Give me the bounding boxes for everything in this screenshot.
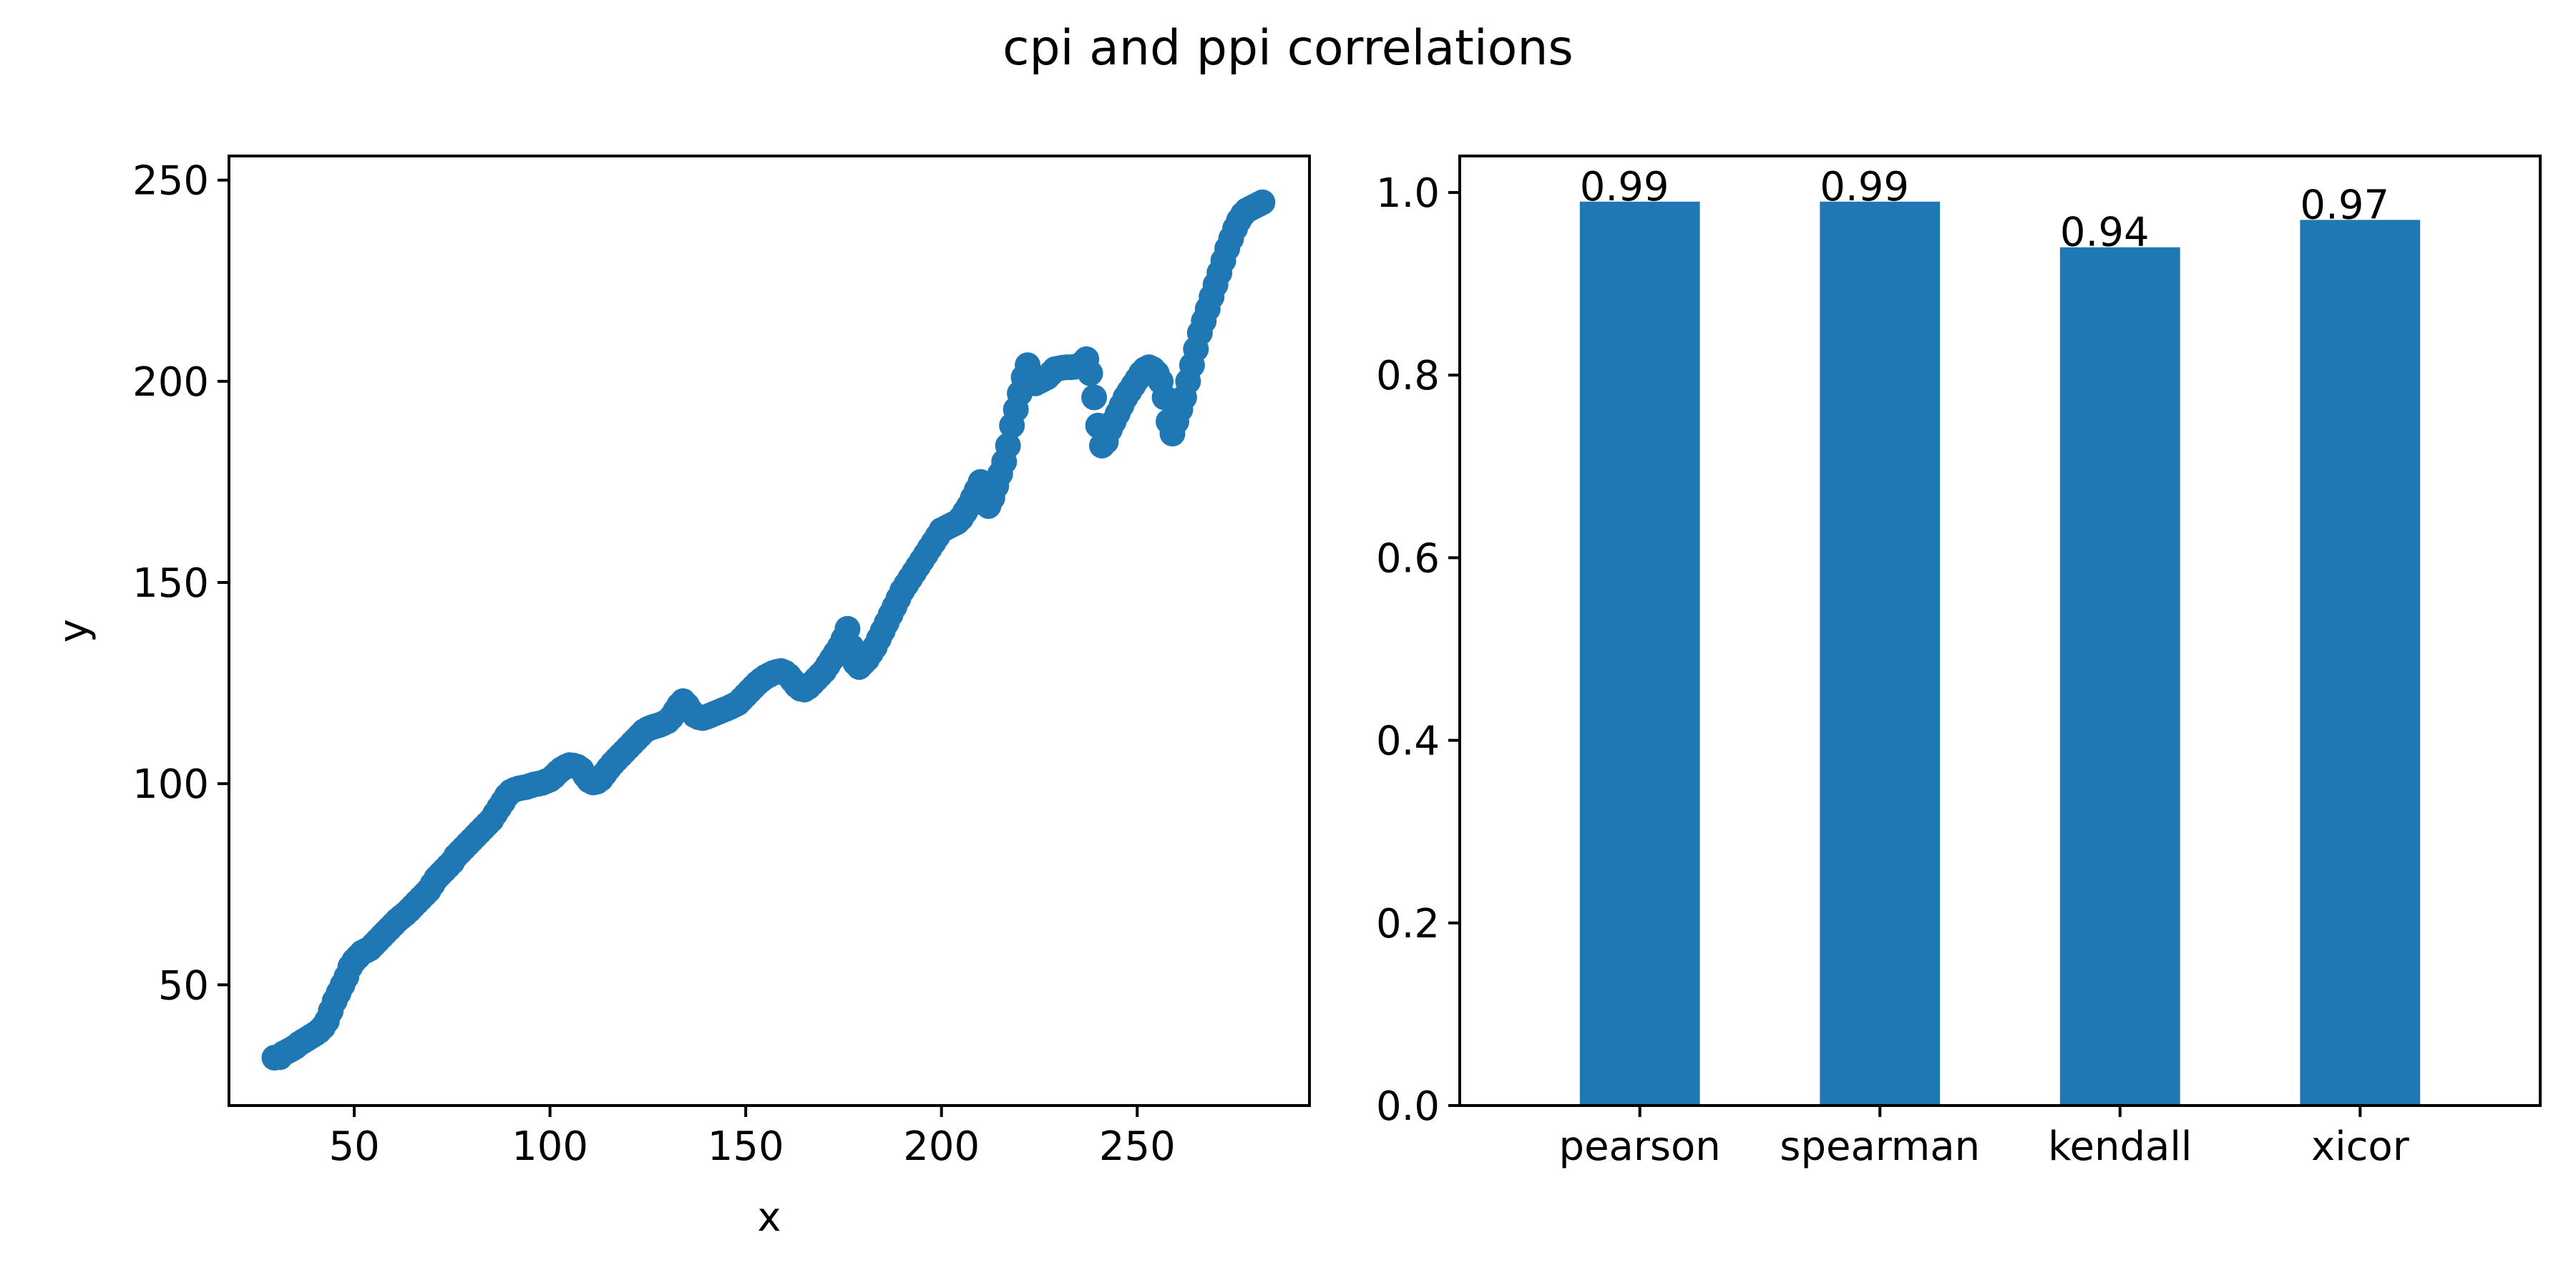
- bar-category-label: pearson: [1559, 1123, 1721, 1170]
- scatter-y-tick-label: 50: [158, 962, 209, 1009]
- scatter-y-axis-label: y: [51, 619, 97, 643]
- scatter-axes-frame: [228, 155, 1311, 1107]
- bar-value-label: 0.97: [2300, 182, 2389, 228]
- bar-pearson: [1579, 201, 1700, 1106]
- bar-y-tick-label: 0.6: [1376, 535, 1440, 582]
- scatter-x-tick-label: 250: [1099, 1123, 1176, 1170]
- bar-y-tick-label: 0.8: [1376, 353, 1440, 399]
- scatter-y-tick-label: 250: [132, 158, 209, 205]
- scatter-point: [1081, 384, 1108, 411]
- scatter-point: [1077, 360, 1103, 386]
- scatter-x-ticks: 50 100 150 200 250: [328, 1106, 1176, 1170]
- scatter-y-ticks: 50 100 150 200 250: [132, 158, 229, 1009]
- scatter-points: [261, 189, 1276, 1071]
- scatter-x-tick-label: 100: [512, 1123, 588, 1170]
- bar-value-label: 0.99: [1820, 164, 1909, 210]
- bar-y-tick-label: 0.2: [1376, 901, 1440, 947]
- bar-y-ticks: 0.0 0.2 0.4 0.6 0.8 1.0: [1376, 170, 1460, 1130]
- bar-value-label: 0.99: [1580, 164, 1669, 210]
- bar-panel: 0.99 0.99 0.94 0.97 pearson spearman kendall x…: [1376, 155, 2542, 1170]
- bar-axes-frame: [1458, 155, 2542, 1107]
- bar-spearman: [1820, 201, 1941, 1106]
- bar-y-tick-label: 1.0: [1376, 170, 1440, 217]
- scatter-y-tick-label: 100: [132, 761, 209, 808]
- figure-title: cpi and ppi correlations: [1002, 20, 1574, 77]
- bar-category-label: spearman: [1780, 1123, 1980, 1170]
- bar-y-tick-label: 0.0: [1376, 1083, 1440, 1130]
- scatter-point: [1249, 189, 1276, 215]
- scatter-y-tick-label: 150: [132, 560, 209, 607]
- scatter-point: [995, 432, 1021, 459]
- bar-x-ticks: pearson spearman kendall xicor: [1559, 1106, 2410, 1170]
- bar-category-label: kendall: [2048, 1123, 2192, 1170]
- bar-xicor: [2300, 220, 2421, 1106]
- scatter-x-tick-label: 150: [708, 1123, 784, 1170]
- bar-value-labels: 0.99 0.99 0.94 0.97: [1580, 164, 2389, 256]
- bar-bars: [1579, 201, 2421, 1106]
- scatter-x-tick-label: 50: [328, 1123, 379, 1170]
- bar-value-label: 0.94: [2060, 210, 2150, 256]
- scatter-x-axis-label: x: [757, 1194, 781, 1241]
- scatter-x-tick-label: 200: [903, 1123, 980, 1170]
- scatter-y-tick-label: 200: [132, 359, 209, 406]
- scatter-panel: 50 100 150 200 250 50 100 150 200 250 x y: [51, 155, 1311, 1241]
- bar-y-tick-label: 0.4: [1376, 718, 1440, 765]
- bar-kendall: [2059, 247, 2180, 1106]
- bar-category-label: xicor: [2311, 1123, 2410, 1170]
